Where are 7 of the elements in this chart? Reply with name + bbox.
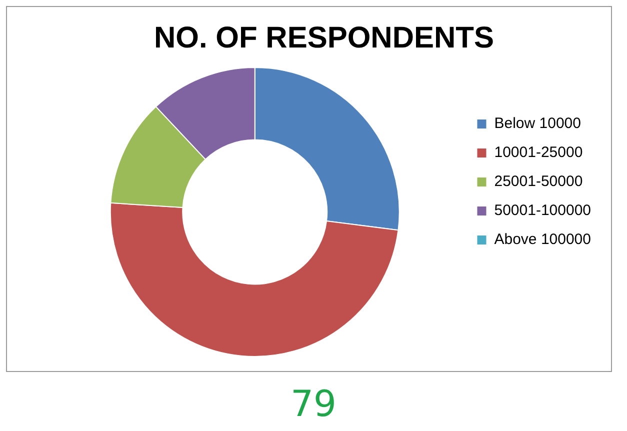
legend-label: Below 10000	[494, 115, 581, 132]
legend-label: 10001-25000	[494, 144, 583, 162]
legend-label: Above 100000	[494, 231, 592, 248]
legend-label: 50001-100000	[494, 202, 592, 220]
text: 79	[290, 384, 338, 425]
chart-title: NO. OF RESPONDENTS	[154, 21, 494, 54]
legend-label: 25001-50000	[494, 173, 583, 190]
